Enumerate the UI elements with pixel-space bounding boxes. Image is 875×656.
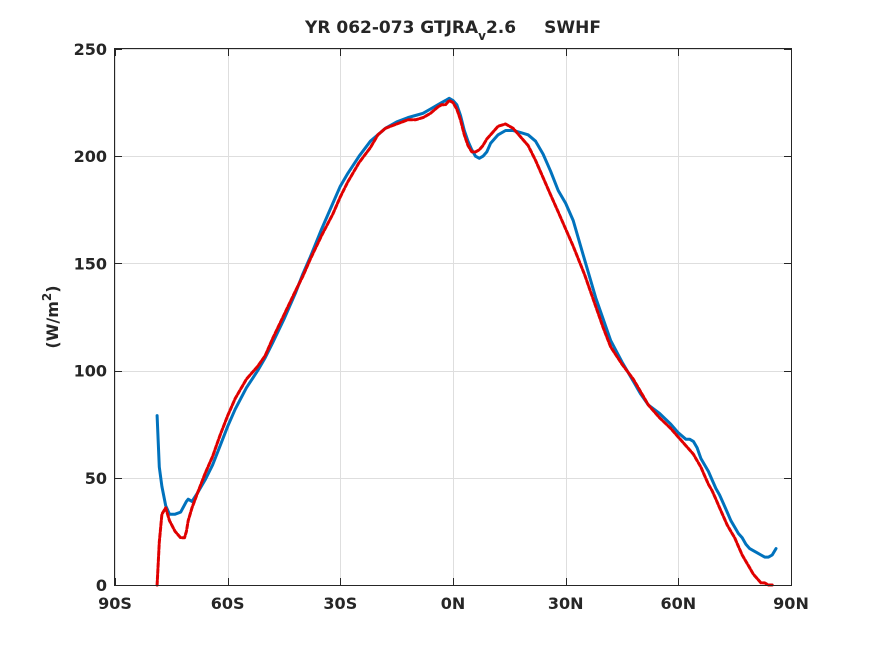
y-tick-labels: 0 50 100 150 200 250	[74, 40, 107, 595]
y-tick-label: 100	[74, 362, 107, 381]
plot-area-border	[114, 48, 792, 586]
axis-ticks	[115, 49, 792, 586]
title-subscript: v	[478, 29, 486, 43]
series-line-blue	[155, 96, 778, 559]
chart-title: YR 062-073 GTJRAv2.6 SWHF	[304, 18, 601, 43]
series-line-red	[155, 99, 774, 587]
x-tick-label: 60S	[211, 594, 245, 613]
title-main: YR 062-073 GTJRA	[304, 18, 479, 38]
y-axis-label-superscript: 2	[40, 293, 54, 301]
y-tick-label: 50	[85, 469, 107, 488]
y-axis-label: (W/m2)	[40, 285, 62, 348]
y-axis-label-main: (W/m	[43, 301, 62, 348]
y-tick-label: 0	[96, 576, 107, 595]
y-tick-label: 250	[74, 40, 107, 59]
x-tick-label: 30S	[323, 594, 357, 613]
x-tick-label: 90S	[98, 594, 132, 613]
x-tick-label: 30N	[548, 594, 584, 613]
title-version: 2.6	[486, 18, 516, 38]
series-layer	[155, 96, 778, 587]
x-tick-label: 0N	[441, 594, 466, 613]
y-tick-label: 150	[74, 254, 107, 273]
x-tick-label: 60N	[661, 594, 697, 613]
y-tick-label: 200	[74, 147, 107, 166]
x-tick-label: 90N	[773, 594, 809, 613]
x-tick-labels: 90S 60S 30S 0N 30N 60N 90N	[98, 594, 809, 613]
y-axis-label-close: )	[43, 285, 62, 292]
title-variable: SWHF	[544, 18, 601, 38]
